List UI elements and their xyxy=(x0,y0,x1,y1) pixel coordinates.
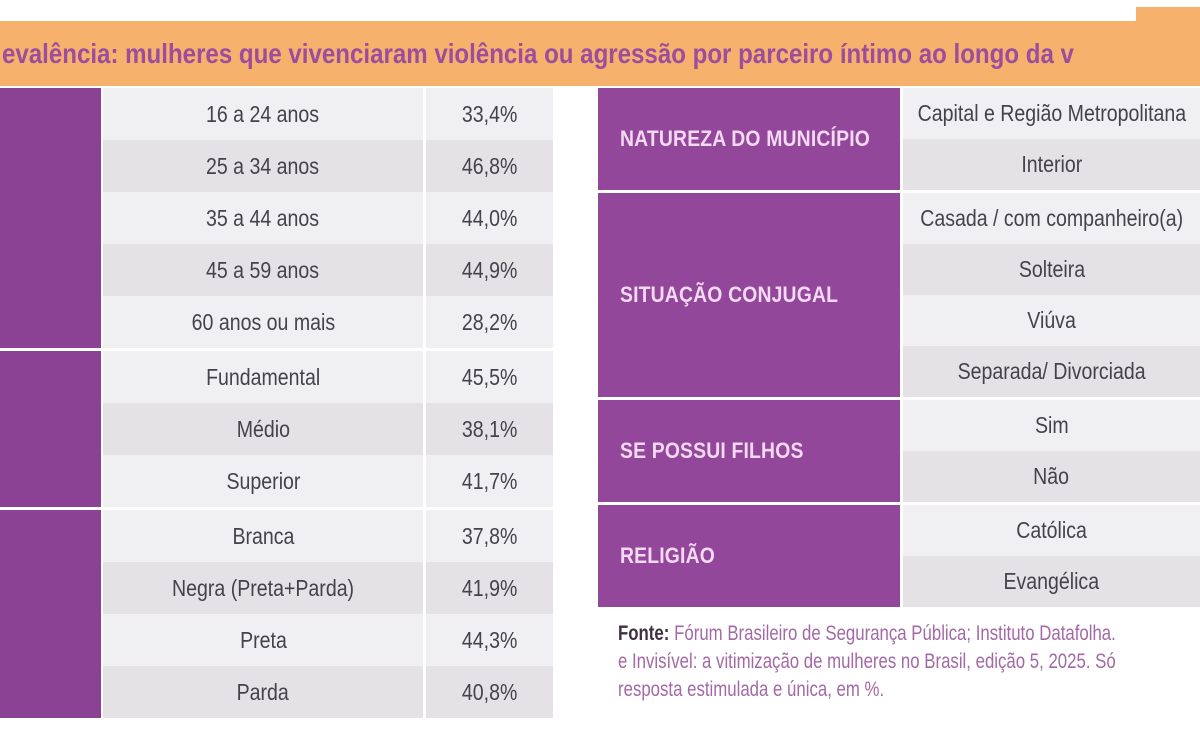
option-label: Não xyxy=(1033,463,1070,489)
option-row: Não xyxy=(903,451,1200,502)
title-band: evalência: mulheres que vivenciaram viol… xyxy=(0,21,1200,86)
table-row: Parda 40,8% xyxy=(103,666,553,718)
option-label: Sim xyxy=(1034,412,1069,438)
source-note: Fonte: Fórum Brasileiro de Segurança Públ… xyxy=(618,620,1200,704)
table-row: 45 a 59 anos 44,9% xyxy=(103,244,553,296)
source-text-1: Fórum Brasileiro de Segurança Pública; I… xyxy=(674,622,1116,645)
source-label: Fonte: xyxy=(618,622,670,645)
category-cell-filhos: SE POSSUI FILHOS xyxy=(598,400,900,502)
category-label: NATUREZA DO MUNICÍPIO xyxy=(620,126,870,151)
option-label: Capital e Região Metropolitana xyxy=(917,100,1186,126)
row-label: 16 a 24 anos xyxy=(206,100,320,127)
row-value: 44,0% xyxy=(461,204,518,231)
page-title: evalência: mulheres que vivenciaram viol… xyxy=(2,37,1074,69)
row-label: Fundamental xyxy=(205,363,321,390)
option-label: Separada/ Divorciada xyxy=(957,358,1146,384)
option-row: Viúva xyxy=(903,295,1200,346)
row-value: 41,9% xyxy=(461,574,518,601)
row-label: 45 a 59 anos xyxy=(206,256,320,283)
category-cell-conjugal: SITUAÇÃO CONJUGAL xyxy=(598,193,900,397)
category-cell-municipio: NATUREZA DO MUNICÍPIO xyxy=(598,88,900,190)
row-label: Parda xyxy=(236,678,290,705)
option-label: Viúva xyxy=(1027,307,1076,333)
category-cell-religiao: RELIGIÃO xyxy=(598,505,900,607)
row-label: 60 anos ou mais xyxy=(191,308,335,335)
option-row: Evangélica xyxy=(903,556,1200,607)
row-value: 33,4% xyxy=(461,100,518,127)
right-table: NATUREZA DO MUNICÍPIO Capital e Região M… xyxy=(598,88,1200,607)
row-value: 44,9% xyxy=(461,256,518,283)
option-label: Solteira xyxy=(1018,256,1085,282)
source-line-2: e Invisível: a vitimização de mulheres n… xyxy=(618,650,1116,673)
row-label: 25 a 34 anos xyxy=(206,152,320,179)
table-row: Negra (Preta+Parda) 41,9% xyxy=(103,562,553,614)
row-label: Preta xyxy=(239,626,287,653)
option-row: Capital e Região Metropolitana xyxy=(903,88,1200,139)
row-value: 46,8% xyxy=(461,152,518,179)
row-value: 37,8% xyxy=(461,522,518,549)
category-label: RELIGIÃO xyxy=(620,543,715,568)
table-row: Branca 37,8% xyxy=(103,510,553,562)
row-value: 44,3% xyxy=(461,626,518,653)
option-row: Católica xyxy=(903,505,1200,556)
row-label: Branca xyxy=(232,522,294,549)
band-corner-notch xyxy=(1136,7,1200,22)
sidebar-segment-race xyxy=(0,510,101,718)
table-row: Superior 41,7% xyxy=(103,455,553,507)
option-row: Interior xyxy=(903,139,1200,190)
option-row: Sim xyxy=(903,400,1200,451)
table-row: Médio 38,1% xyxy=(103,403,553,455)
row-value: 41,7% xyxy=(461,467,518,494)
option-label: Interior xyxy=(1021,151,1082,177)
table-row: 35 a 44 anos 44,0% xyxy=(103,192,553,244)
option-label: Casada / com companheiro(a) xyxy=(920,205,1183,231)
category-label: SE POSSUI FILHOS xyxy=(620,438,804,463)
source-line-1: Fonte: Fórum Brasileiro de Segurança Públ… xyxy=(618,620,1116,648)
row-value: 38,1% xyxy=(461,415,518,442)
table-row: 60 anos ou mais 28,2% xyxy=(103,296,553,348)
row-label: Médio xyxy=(236,415,290,442)
option-label: Evangélica xyxy=(1003,568,1100,594)
source-line-3: resposta estimulada e única, em %. xyxy=(618,678,885,701)
row-label: Negra (Preta+Parda) xyxy=(171,574,355,601)
option-label: Católica xyxy=(1016,517,1087,543)
row-value: 45,5% xyxy=(461,363,518,390)
option-row: Casada / com companheiro(a) xyxy=(903,193,1200,244)
row-value: 28,2% xyxy=(461,308,518,335)
option-row: Solteira xyxy=(903,244,1200,295)
row-label: Superior xyxy=(226,467,300,494)
option-row: Separada/ Divorciada xyxy=(903,346,1200,397)
left-table: 16 a 24 anos 33,4% 25 a 34 anos 46,8% 35… xyxy=(0,88,553,718)
table-row: 16 a 24 anos 33,4% xyxy=(103,88,553,140)
row-label: 35 a 44 anos xyxy=(206,204,320,231)
table-row: Fundamental 45,5% xyxy=(103,351,553,403)
sidebar-segment-age xyxy=(0,88,101,348)
sidebar-segment-education xyxy=(0,351,101,507)
table-row: Preta 44,3% xyxy=(103,614,553,666)
table-row: 25 a 34 anos 46,8% xyxy=(103,140,553,192)
row-value: 40,8% xyxy=(461,678,518,705)
category-label: SITUAÇÃO CONJUGAL xyxy=(620,282,839,307)
